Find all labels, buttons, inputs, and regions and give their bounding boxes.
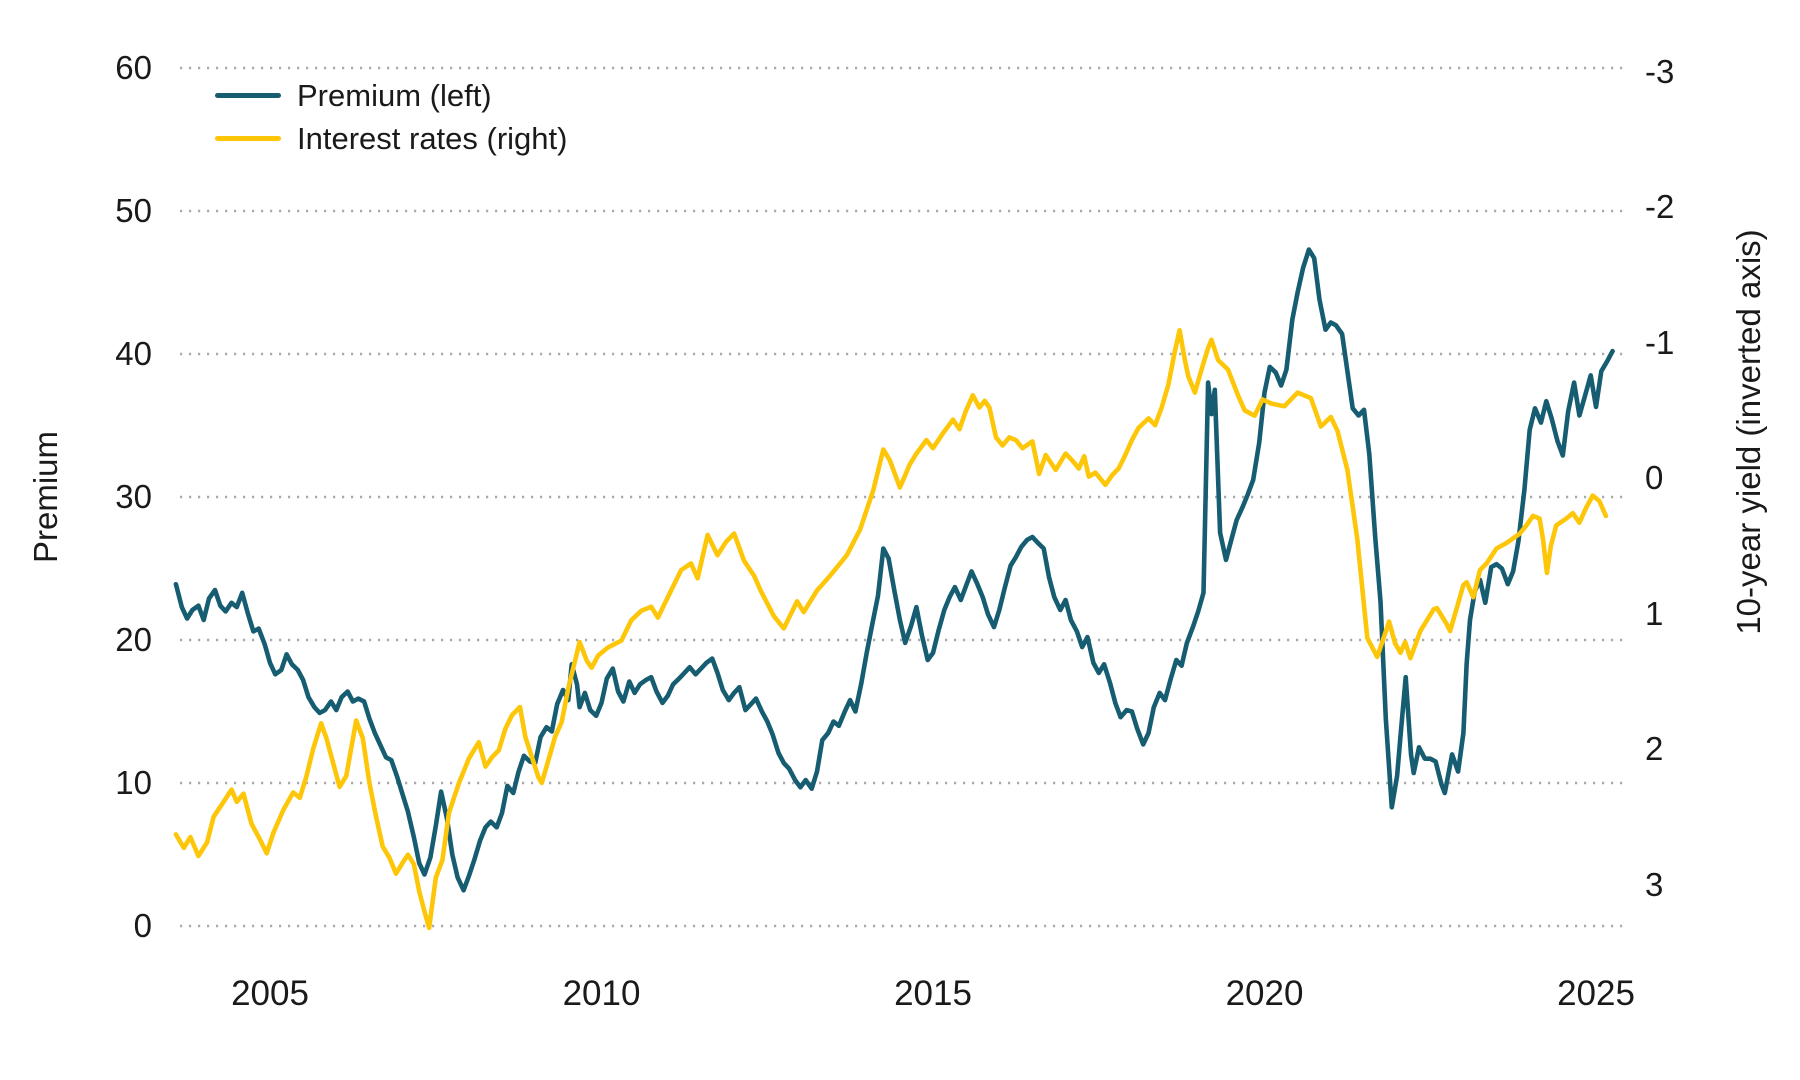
y-left-tick-label: 60 — [115, 49, 152, 86]
interest-rates-line — [173, 328, 1609, 931]
left-axis-title: Premium — [27, 430, 64, 564]
legend-label-rates: Interest rates (right) — [297, 120, 568, 156]
legend: Premium (left) Interest rates (right) — [215, 74, 567, 160]
y-right-tick-label: -1 — [1645, 323, 1675, 361]
y-left-tick-label: 20 — [115, 621, 152, 658]
y-left-tick-label: 30 — [115, 478, 152, 515]
y-right-tick-label: -3 — [1645, 52, 1675, 90]
legend-item-premium: Premium (left) — [215, 74, 567, 117]
x-tick-label: 2025 — [1557, 974, 1635, 1013]
interest-rates-line-swatch — [215, 136, 281, 141]
x-tick-label: 2015 — [894, 974, 972, 1013]
y-right-tick-label: 3 — [1645, 865, 1664, 903]
x-tick-label: 2010 — [562, 974, 641, 1013]
premium-line-swatch — [215, 93, 281, 98]
y-right-tick-label: -2 — [1645, 188, 1675, 225]
y-right-tick-label: 0 — [1645, 459, 1664, 496]
right-axis-title: 10-year yield (inverted axis) — [1730, 229, 1767, 635]
y-left-tick-label: 50 — [115, 192, 152, 229]
y-left-tick-label: 0 — [133, 907, 152, 944]
premium-line — [173, 247, 1615, 893]
legend-label-premium: Premium (left) — [297, 77, 492, 113]
y-right-tick-label: 1 — [1645, 594, 1664, 632]
y-left-tick-label: 40 — [115, 335, 152, 372]
legend-item-rates: Interest rates (right) — [215, 117, 567, 160]
y-left-tick-label: 10 — [115, 764, 152, 801]
x-tick-label: 2020 — [1225, 974, 1304, 1013]
y-right-tick-label: 2 — [1645, 730, 1664, 767]
x-tick-label: 2005 — [231, 974, 309, 1013]
